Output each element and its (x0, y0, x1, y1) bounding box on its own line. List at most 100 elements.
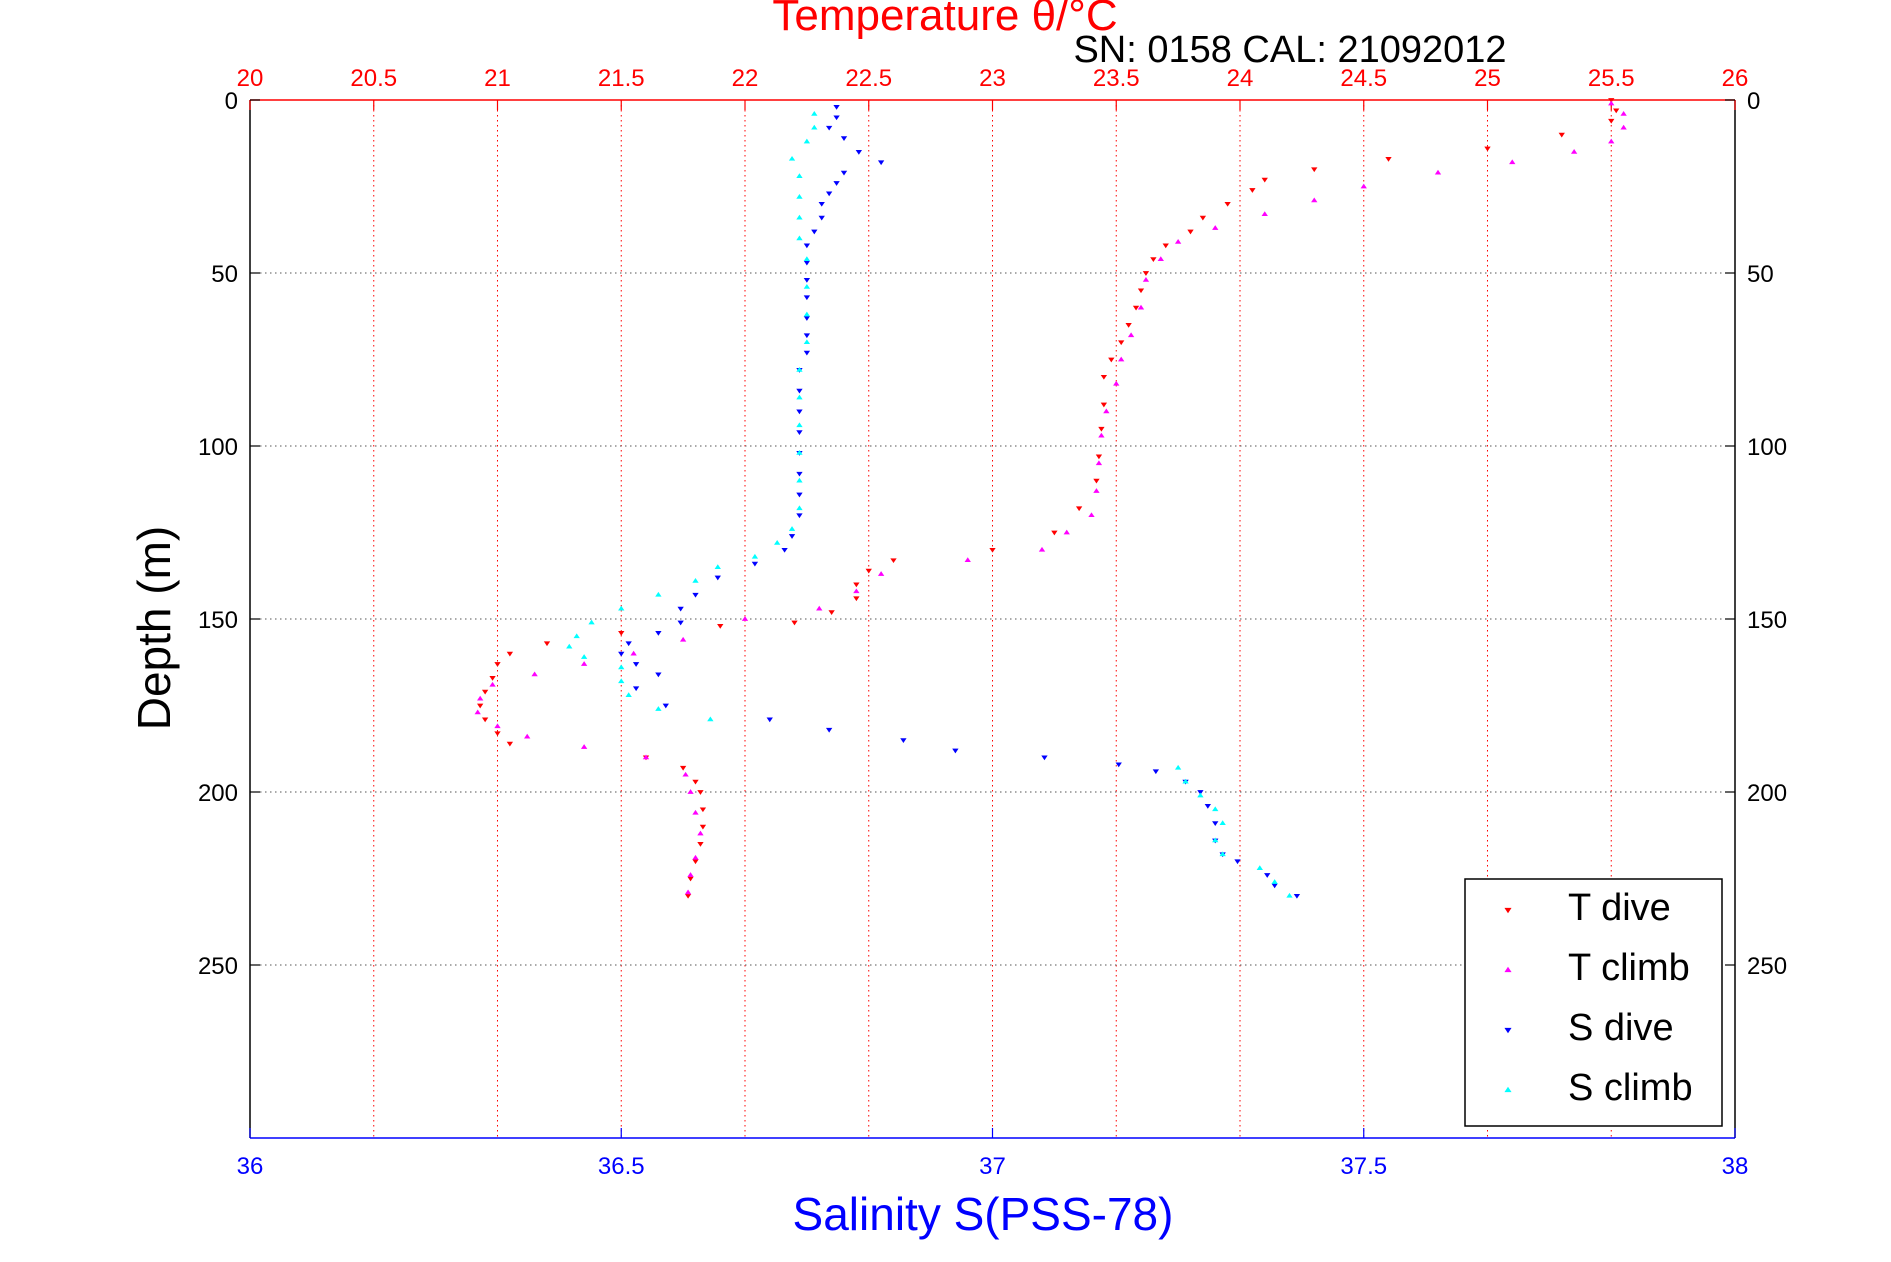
data-point-t-climb (1608, 100, 1615, 106)
data-point-t-dive (865, 568, 872, 574)
data-point-s-climb (1219, 820, 1226, 825)
data-point-s-dive (803, 350, 811, 356)
data-point-s-dive (714, 575, 721, 581)
data-point-s-climb (803, 283, 811, 289)
data-point-t-dive (1608, 98, 1615, 103)
data-point-s-dive (796, 388, 803, 394)
data-point-t-climb (630, 650, 637, 656)
temperature-tick-label: 25.5 (1588, 65, 1635, 92)
data-point-s-dive (803, 278, 811, 283)
data-point-s-climb (796, 422, 803, 428)
data-point-s-climb (796, 235, 803, 241)
data-point-s-climb (803, 311, 811, 317)
legend-marker-s-dive (1504, 1027, 1512, 1034)
data-point-s-climb (788, 526, 796, 531)
data-point-s-dive (655, 630, 662, 636)
temperature-tick-label: 21 (484, 65, 511, 92)
data-point-s-dive (803, 243, 811, 249)
data-point-s-dive (677, 620, 684, 626)
data-point-s-climb (1182, 778, 1189, 784)
data-point-t-climb (853, 588, 860, 594)
data-point-t-dive (506, 741, 514, 747)
data-point-s-dive (1152, 769, 1160, 775)
data-point-s-dive (825, 191, 833, 197)
data-point-t-dive (506, 651, 514, 657)
data-point-t-dive (1095, 454, 1103, 460)
data-point-t-dive (1613, 108, 1620, 114)
data-point-t-climb (1095, 460, 1103, 466)
data-point-s-climb (796, 173, 803, 178)
data-point-s-climb (692, 578, 699, 583)
data-point-t-dive (1385, 156, 1392, 162)
data-point-t-dive (477, 703, 484, 709)
depth-tick-label-left: 200 (198, 780, 238, 807)
data-point-t-climb (1093, 488, 1100, 493)
data-point-s-dive (877, 160, 885, 166)
data-point-t-dive (1100, 402, 1108, 408)
data-point-t-dive (618, 630, 625, 636)
data-point-s-dive (796, 492, 803, 498)
data-point-t-dive (684, 893, 692, 899)
legend-box (1464, 878, 1723, 1127)
data-point-t-climb (684, 889, 692, 895)
data-point-t-climb (1620, 124, 1627, 130)
data-point-s-dive (855, 150, 863, 155)
data-point-t-climb (741, 616, 749, 621)
data-point-s-dive (833, 181, 840, 186)
data-point-s-climb (774, 539, 781, 545)
data-point-t-climb (1434, 169, 1442, 175)
data-point-s-climb (811, 124, 818, 130)
data-point-s-dive (1234, 859, 1241, 865)
data-point-t-dive (699, 824, 707, 830)
data-point-t-dive (489, 675, 496, 681)
data-point-t-dive (791, 620, 798, 626)
data-point-t-climb (687, 872, 694, 877)
data-point-s-climb (714, 564, 721, 569)
data-point-s-climb (618, 678, 625, 684)
data-point-t-dive (1098, 426, 1105, 432)
data-point-s-dive (803, 316, 811, 321)
data-point-s-climb (1212, 837, 1219, 843)
temperature-tick-label: 26 (1722, 65, 1749, 92)
data-point-t-dive (1199, 215, 1207, 221)
data-point-s-dive (796, 409, 803, 415)
legend-marker-s-climb (1504, 1086, 1512, 1093)
data-point-t-dive (853, 582, 860, 588)
data-point-s-dive (1271, 883, 1278, 889)
legend-marker-t-climb (1504, 966, 1512, 973)
chart-subtitle: SN: 0158 CAL: 21092012 (1073, 29, 1506, 71)
data-point-t-climb (697, 830, 704, 836)
data-point-t-dive (697, 790, 704, 795)
data-point-s-dive (803, 260, 811, 266)
temperature-tick-label: 20 (237, 65, 264, 92)
data-point-t-climb (524, 733, 531, 739)
data-point-t-climb (1570, 149, 1578, 154)
data-point-s-climb (796, 450, 803, 455)
data-point-s-climb (751, 553, 759, 559)
data-point-s-dive (1197, 790, 1204, 795)
data-point-s-dive (825, 727, 833, 733)
temperature-tick-label: 24.5 (1340, 65, 1387, 92)
data-point-t-climb (682, 771, 689, 777)
data-point-s-climb (796, 366, 803, 372)
data-point-t-climb (1142, 277, 1150, 282)
data-point-s-climb (1256, 865, 1263, 870)
data-point-s-climb (803, 256, 811, 262)
data-point-s-dive (833, 105, 840, 110)
data-point-t-climb (1118, 356, 1125, 362)
data-point-s-dive (1293, 893, 1301, 899)
legend-label-t-climb: T climb (1568, 947, 1690, 989)
data-point-t-dive (1051, 530, 1058, 536)
data-point-s-climb (803, 138, 811, 144)
data-point-s-dive (1115, 762, 1122, 768)
data-point-s-dive (766, 717, 773, 723)
data-point-s-dive (900, 738, 907, 743)
data-point-s-climb (1219, 851, 1226, 857)
data-point-s-climb (1286, 892, 1293, 898)
data-point-t-climb (494, 723, 501, 729)
data-point-s-dive (618, 651, 625, 657)
data-point-s-climb (566, 643, 573, 649)
data-point-t-dive (1249, 188, 1256, 193)
data-point-s-climb (788, 155, 796, 161)
data-point-t-climb (1509, 159, 1516, 165)
